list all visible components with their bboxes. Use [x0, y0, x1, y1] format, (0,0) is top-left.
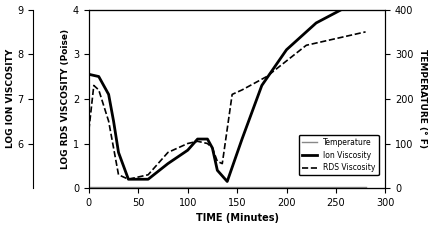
Ion Viscosity: [363, 0, 368, 2]
RDS Viscosity: [215, 160, 220, 163]
Ion Viscosity: [239, 138, 245, 140]
RDS Viscosity: [363, 30, 368, 33]
Ion Viscosity: [195, 138, 200, 140]
Line: Ion Viscosity: Ion Viscosity: [89, 1, 365, 181]
RDS Viscosity: [195, 140, 200, 143]
RDS Viscosity: [205, 142, 210, 145]
Temperature: [363, 185, 368, 188]
Temperature: [215, 185, 220, 188]
Ion Viscosity: [185, 149, 190, 152]
Ion Viscosity: [210, 147, 215, 149]
RDS Viscosity: [185, 142, 190, 145]
Ion Viscosity: [259, 84, 265, 87]
Ion Viscosity: [215, 169, 220, 172]
Ion Viscosity: [116, 151, 121, 154]
Line: RDS Viscosity: RDS Viscosity: [89, 32, 365, 179]
Ion Viscosity: [225, 180, 230, 183]
Legend: Temperature, Ion Viscosity, RDS Viscosity: Temperature, Ion Viscosity, RDS Viscosit…: [299, 135, 378, 175]
Temperature: [126, 185, 131, 188]
Ion Viscosity: [145, 178, 151, 181]
RDS Viscosity: [264, 75, 269, 78]
RDS Viscosity: [239, 89, 245, 91]
RDS Viscosity: [304, 44, 309, 47]
Temperature: [111, 186, 116, 188]
Y-axis label: TEMPERATURE (° F): TEMPERATURE (° F): [418, 49, 427, 148]
Ion Viscosity: [165, 162, 171, 165]
Y-axis label: LOG ION VISCOSITY: LOG ION VISCOSITY: [6, 49, 15, 148]
Y-axis label: LOG RDS VISCOSITY (Poise): LOG RDS VISCOSITY (Poise): [61, 29, 70, 169]
RDS Viscosity: [220, 162, 225, 165]
Ion Viscosity: [284, 48, 289, 51]
RDS Viscosity: [126, 178, 131, 181]
Ion Viscosity: [205, 138, 210, 140]
Ion Viscosity: [313, 22, 319, 24]
Temperature: [215, 185, 220, 188]
RDS Viscosity: [86, 129, 91, 131]
Ion Viscosity: [126, 178, 131, 181]
RDS Viscosity: [165, 151, 171, 154]
RDS Viscosity: [91, 84, 97, 87]
RDS Viscosity: [106, 120, 111, 123]
Temperature: [86, 186, 91, 188]
Ion Viscosity: [343, 6, 349, 9]
Ion Viscosity: [111, 120, 116, 123]
RDS Viscosity: [229, 93, 235, 96]
RDS Viscosity: [145, 173, 151, 176]
RDS Viscosity: [96, 89, 101, 91]
Temperature: [126, 186, 131, 188]
X-axis label: TIME (Minutes): TIME (Minutes): [196, 213, 278, 224]
Ion Viscosity: [86, 73, 91, 76]
Ion Viscosity: [106, 93, 111, 96]
RDS Viscosity: [116, 173, 121, 176]
RDS Viscosity: [210, 147, 215, 149]
Line: Temperature: Temperature: [89, 186, 365, 187]
Ion Viscosity: [96, 75, 101, 78]
